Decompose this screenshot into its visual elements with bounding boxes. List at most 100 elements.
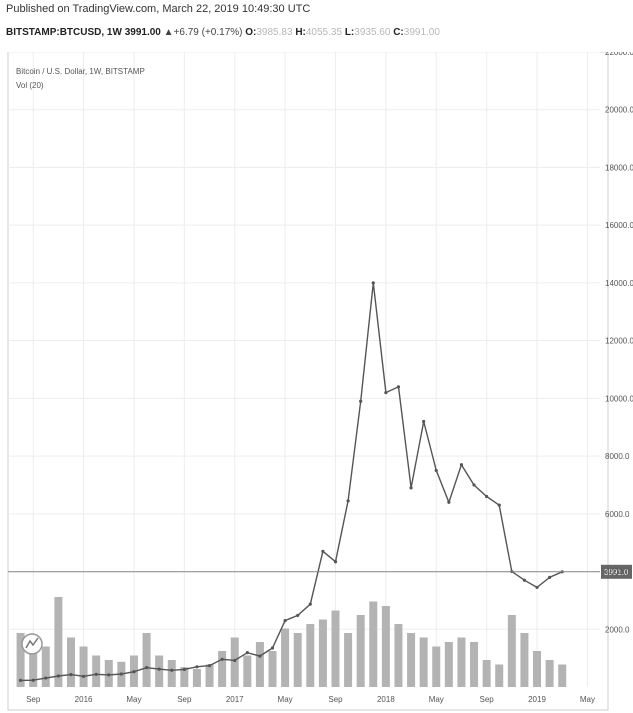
x-tick-label: Sep	[177, 695, 192, 704]
price-point	[346, 499, 350, 503]
price-point	[258, 654, 262, 658]
price-point	[396, 385, 401, 389]
volume-bar	[155, 655, 164, 687]
published-note: Published on TradingView.com, March 22, …	[6, 3, 311, 15]
plot-frame	[7, 52, 609, 711]
y-tick-label: 6000.0	[605, 510, 630, 519]
last-price-badge-text: 3991.0	[604, 568, 629, 577]
x-tick-label: 2017	[226, 695, 244, 704]
volume-bar	[243, 655, 252, 687]
price-point	[459, 463, 464, 467]
x-tick-label: May	[126, 695, 141, 704]
price-point	[44, 676, 48, 680]
volume-bar	[394, 624, 403, 687]
change-arrow-icon: ▲	[163, 27, 174, 38]
volume-bar	[29, 642, 38, 687]
price-point	[195, 665, 199, 669]
volume-bar	[457, 637, 466, 687]
volume-bar	[142, 633, 151, 687]
price-chart[interactable]: 3991.0 2000.0 4000.0 6000.0 8000.0 10000.0 12…	[0, 52, 633, 713]
price-point	[434, 468, 438, 473]
price-point	[422, 419, 426, 424]
price-point	[94, 672, 98, 676]
x-tick-label: May	[429, 695, 444, 704]
volume-bar	[419, 637, 428, 687]
price-point	[447, 500, 451, 504]
symbol-label: BITSTAMP:BTCUSD, 1W	[6, 27, 122, 38]
price-point	[56, 674, 60, 678]
x-tick-label: 2018	[377, 695, 395, 704]
low-value: 3935.60	[354, 27, 391, 38]
price-point	[270, 646, 275, 650]
volume-bar	[192, 669, 201, 687]
price-line	[20, 282, 563, 682]
price-point	[207, 664, 212, 668]
volume-bar	[41, 646, 50, 687]
volume-bar	[230, 637, 239, 687]
volume-bar	[344, 633, 353, 687]
last-price-badge	[601, 564, 632, 579]
volume-bar	[180, 667, 189, 687]
price-point	[170, 668, 174, 672]
tradingview-logo	[21, 633, 43, 655]
y-tick-label: 8000.0	[605, 452, 630, 461]
volume-bar	[444, 642, 453, 687]
price-point	[81, 674, 86, 678]
time-axis[interactable]: Sep 2016 May Sep 2017 May Sep 2018 May Sep 2019 May	[26, 695, 595, 704]
volume-bar	[293, 633, 302, 687]
volume-bar	[268, 651, 277, 687]
open-value: 3985.83	[256, 27, 293, 38]
price-point	[283, 619, 287, 623]
legend-volume: Vol (20)	[16, 81, 44, 90]
volume-bar	[545, 660, 554, 687]
close-value: 3991.00	[403, 27, 440, 38]
volume-bar	[54, 597, 63, 687]
price-point	[472, 483, 476, 487]
volume-bar	[520, 633, 529, 687]
volume-bar	[218, 651, 227, 687]
x-tick-label: Sep	[26, 695, 41, 704]
volume-bar	[281, 628, 290, 687]
price-point	[233, 658, 237, 663]
price-point	[119, 672, 123, 676]
price-point	[485, 494, 489, 499]
volume-bar	[356, 615, 365, 687]
x-tick-label: 2019	[528, 695, 546, 704]
volume-bar	[205, 664, 214, 687]
volume-bar	[381, 606, 390, 687]
price-point	[31, 678, 35, 682]
y-tick-label: 16000.0	[605, 221, 633, 230]
price-point	[18, 678, 23, 682]
price-axis[interactable]: 2000.0 4000.0 6000.0 8000.0 10000.0 12000.0 14…	[605, 52, 633, 634]
volume-bar	[66, 637, 75, 687]
volume-bar	[79, 646, 88, 687]
high-label: H:	[295, 27, 306, 38]
open-label: O:	[245, 27, 257, 38]
x-tick-label: 2016	[75, 695, 93, 704]
volume-bar	[470, 642, 479, 687]
price-point	[535, 585, 539, 590]
y-tick-label: 4000.0	[605, 568, 630, 577]
ohlc-line: BITSTAMP:BTCUSD, 1W 3991.00 ▲+6.79 (+0.1…	[6, 26, 626, 39]
price-point	[220, 657, 224, 661]
low-label: L:	[344, 27, 355, 38]
volume-bar	[167, 660, 176, 687]
volume-bar	[306, 624, 315, 687]
price-point	[409, 486, 413, 490]
volume-bar	[533, 651, 542, 687]
price-point	[359, 399, 363, 403]
x-tick-label: Sep	[328, 695, 343, 704]
price-change: +6.79 (+0.17%)	[173, 27, 243, 38]
grid-lines	[8, 52, 600, 687]
volume-bar	[331, 610, 340, 687]
y-tick-label: 2000.0	[605, 625, 630, 634]
volume-bar	[407, 633, 416, 687]
y-tick-label: 22000.0	[605, 52, 633, 57]
last-price-line: 3991.0	[8, 564, 632, 579]
y-tick-label: 10000.0	[605, 394, 633, 403]
price-point	[522, 578, 527, 582]
x-tick-label: May	[580, 695, 595, 704]
price-point	[321, 549, 325, 553]
price-point	[107, 673, 111, 677]
high-value: 4055.35	[305, 27, 343, 38]
